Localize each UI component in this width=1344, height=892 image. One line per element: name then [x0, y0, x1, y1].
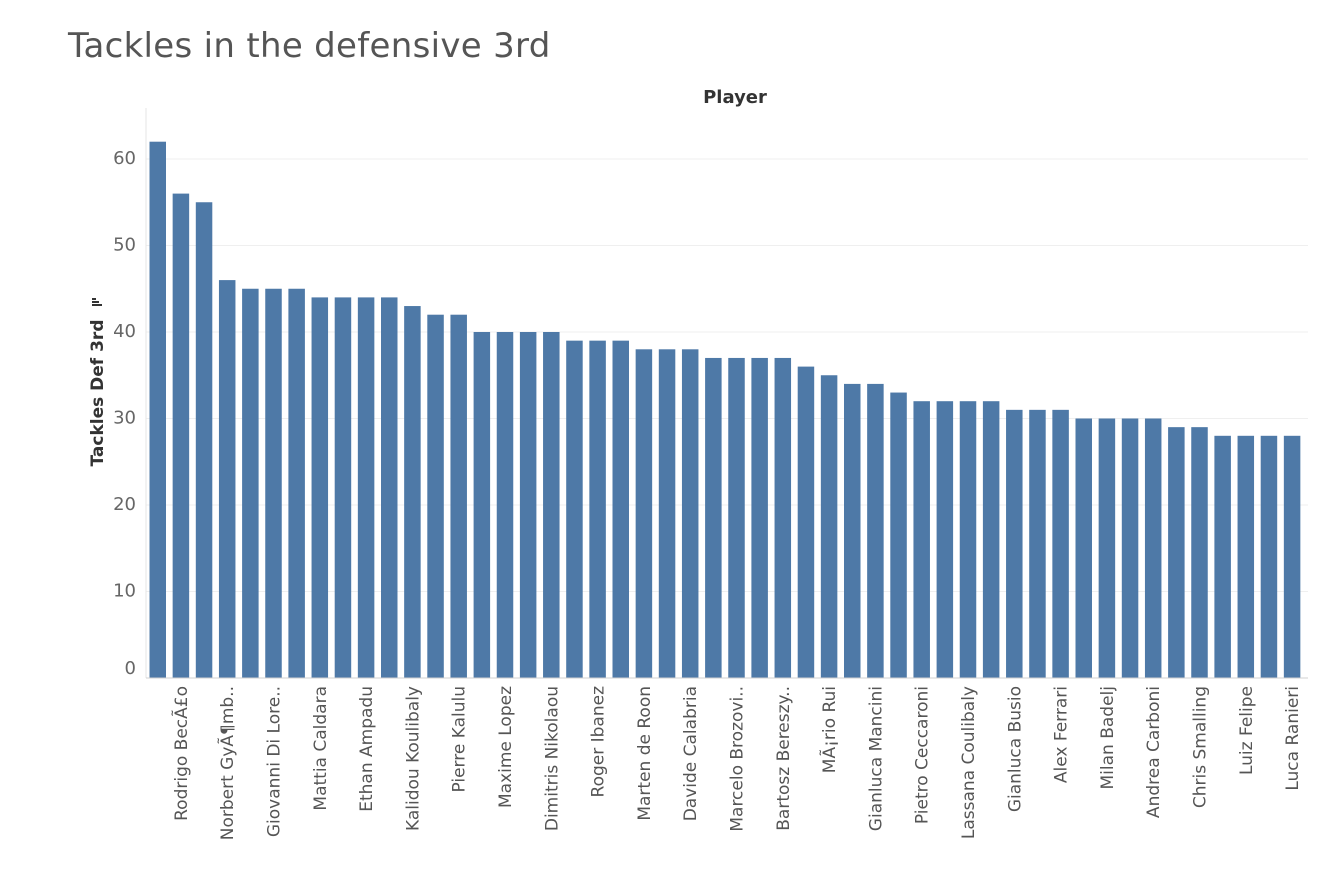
bar[interactable] [404, 306, 421, 678]
x-tick-label: Gianluca Mancini [866, 686, 886, 831]
chart-title: Tackles in the defensive 3rd [68, 26, 551, 66]
bar[interactable] [195, 202, 213, 678]
column-header-player: Player [703, 87, 767, 108]
bar[interactable] [774, 357, 792, 678]
bars [149, 141, 1301, 679]
x-tick-label: Luiz Felipe [1237, 686, 1257, 775]
bar[interactable] [681, 349, 699, 678]
bar[interactable] [357, 297, 375, 678]
bar[interactable] [635, 349, 653, 678]
bar[interactable] [612, 340, 630, 678]
bar[interactable] [149, 141, 167, 678]
bar[interactable] [797, 366, 815, 678]
x-tick-label: Gianluca Busio [1005, 686, 1025, 812]
y-axis-title-group: Tackles Def 3rd [88, 320, 108, 467]
x-tick-label: Alex Ferrari [1052, 686, 1072, 783]
bar[interactable] [1029, 409, 1046, 678]
bar[interactable] [543, 332, 560, 678]
bar[interactable] [589, 340, 606, 678]
bar[interactable] [496, 332, 514, 678]
bar[interactable] [450, 314, 467, 678]
bar[interactable] [913, 401, 930, 678]
x-tick-label: Milan Badelj [1098, 686, 1118, 790]
y-axis-title: Tackles Def 3rd [88, 320, 108, 467]
bar[interactable] [265, 288, 282, 678]
x-tick-label: MÃ¡rio Rui [818, 686, 840, 773]
bar[interactable] [1052, 409, 1069, 678]
bar[interactable] [218, 280, 236, 678]
bar[interactable] [1283, 435, 1301, 678]
y-axis-ticks: 0 10 20 30 40 50 60 [113, 148, 136, 679]
bar[interactable] [381, 297, 398, 678]
bar[interactable] [728, 357, 745, 678]
bar[interactable] [1168, 427, 1185, 678]
bar[interactable] [427, 314, 444, 678]
bar[interactable] [311, 297, 329, 678]
x-tick-label: Maxime Lopez [496, 686, 516, 808]
x-tick-label: Dimitris Nikolaou [542, 686, 562, 831]
bar[interactable] [334, 297, 352, 678]
y-tick-label: 20 [113, 494, 136, 515]
bar[interactable] [890, 392, 907, 678]
x-tick-label: Chris Smalling [1191, 686, 1211, 808]
bar[interactable] [288, 288, 305, 678]
bar[interactable] [936, 401, 954, 678]
y-tick-label: 50 [113, 235, 136, 256]
x-axis-labels: Rodrigo BecÃ£o Norbert GyÃ¶mb.. Giovanni D… [170, 686, 1303, 840]
bar[interactable] [705, 357, 722, 678]
x-tick-label: Norbert GyÃ¶mb.. [216, 686, 238, 840]
x-tick-label: Andrea Carboni [1144, 686, 1164, 818]
y-tick-label: 10 [113, 581, 136, 602]
x-tick-label: Mattia Caldara [311, 686, 331, 811]
x-tick-label: Roger Ibanez [589, 686, 609, 798]
x-tick-label: Davide Calabria [681, 686, 701, 821]
bar[interactable] [959, 401, 977, 678]
bar[interactable] [242, 288, 259, 678]
y-tick-label: 40 [113, 321, 136, 342]
y-tick-label: 30 [113, 408, 136, 429]
x-tick-label: Bartosz Bereszy.. [774, 686, 794, 831]
bar[interactable] [1006, 409, 1023, 678]
bar[interactable] [844, 383, 861, 678]
bar[interactable] [1144, 418, 1162, 679]
x-tick-label: Rodrigo BecÃ£o [170, 686, 192, 821]
bar[interactable] [172, 193, 190, 678]
bar[interactable] [820, 375, 838, 678]
x-tick-label: Giovanni Di Lore.. [265, 686, 285, 837]
bar[interactable] [867, 383, 884, 678]
x-tick-label: Ethan Ampadu [357, 686, 377, 812]
bar[interactable] [519, 332, 537, 678]
bar[interactable] [1191, 427, 1208, 678]
bar[interactable] [473, 332, 491, 678]
x-tick-label: Marcelo Brozovi.. [728, 686, 748, 832]
x-tick-label: Luca Ranieri [1283, 686, 1303, 791]
y-tick-label: 60 [113, 148, 136, 169]
bar[interactable] [1098, 418, 1116, 679]
bar[interactable] [1214, 435, 1231, 678]
bar[interactable] [1260, 435, 1278, 678]
y-tick-label: 0 [125, 658, 136, 679]
x-tick-label: Lassana Coulibaly [959, 686, 979, 839]
sort-descending-icon[interactable] [92, 298, 102, 306]
bar[interactable] [982, 401, 1000, 678]
x-tick-label: Pietro Ceccaroni [913, 686, 933, 824]
bar[interactable] [658, 349, 676, 678]
bar[interactable] [751, 357, 768, 678]
bar[interactable] [1121, 418, 1139, 679]
bar[interactable] [1237, 435, 1255, 678]
x-tick-label: Marten de Roon [635, 686, 655, 821]
x-tick-label: Pierre Kalulu [450, 686, 470, 793]
bar[interactable] [1075, 418, 1093, 679]
x-tick-label: Kalidou Koulibaly [403, 686, 423, 831]
bar[interactable] [566, 340, 583, 678]
